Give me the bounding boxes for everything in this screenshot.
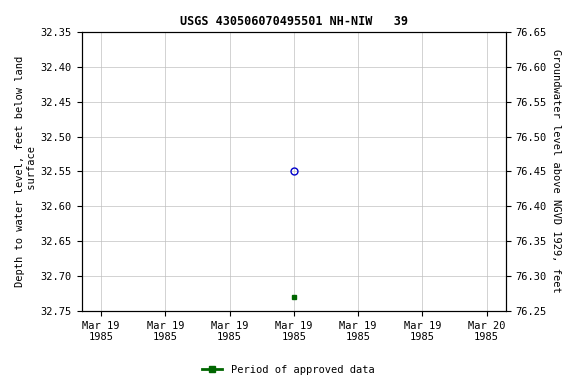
Y-axis label: Depth to water level, feet below land
 surface: Depth to water level, feet below land su… xyxy=(15,56,37,287)
Legend: Period of approved data: Period of approved data xyxy=(198,361,378,379)
Title: USGS 430506070495501 NH-NIW   39: USGS 430506070495501 NH-NIW 39 xyxy=(180,15,408,28)
Y-axis label: Groundwater level above NGVD 1929, feet: Groundwater level above NGVD 1929, feet xyxy=(551,50,561,293)
